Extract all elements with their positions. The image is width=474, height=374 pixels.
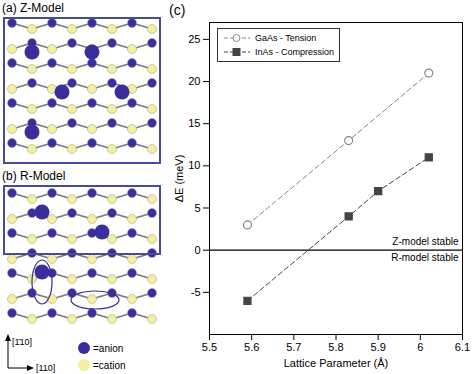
svg-text:25: 25	[188, 33, 200, 45]
svg-text:(a) Z-Model: (a) Z-Model	[2, 1, 64, 15]
svg-text:ΔE (meV): ΔE (meV)	[173, 155, 185, 203]
svg-text:5.6: 5.6	[244, 341, 259, 353]
svg-text:6: 6	[417, 341, 423, 353]
svg-text:[110]: [110]	[36, 363, 55, 373]
svg-text:10: 10	[188, 159, 200, 171]
svg-text:-5: -5	[191, 286, 201, 298]
svg-text:15: 15	[188, 117, 200, 129]
svg-text:Lattice Parameter (Å): Lattice Parameter (Å)	[284, 357, 389, 369]
svg-text:R-model stable: R-model stable	[391, 252, 459, 263]
svg-text:5.8: 5.8	[328, 341, 343, 353]
svg-text:=anion: =anion	[93, 343, 123, 354]
html-text:(c): (c)	[169, 2, 186, 18]
html-text:InAs - Compression: InAs - Compression	[255, 47, 334, 57]
svg-text:(b) R-Model: (b) R-Model	[2, 169, 65, 183]
svg-text:[1̄10]: [1̄10]	[12, 337, 32, 347]
svg-text:0: 0	[194, 244, 200, 256]
svg-text:5.7: 5.7	[286, 341, 301, 353]
svg-text:20: 20	[188, 75, 200, 87]
html-text:GaAs - Tension: GaAs - Tension	[255, 33, 317, 43]
svg-text:5.5: 5.5	[202, 341, 217, 353]
svg-text:=cation: =cation	[93, 360, 126, 371]
svg-text:Z-model stable: Z-model stable	[392, 236, 459, 247]
svg-text:6.1: 6.1	[455, 341, 470, 353]
svg-text:5: 5	[194, 202, 200, 214]
svg-text:5.9: 5.9	[371, 341, 386, 353]
